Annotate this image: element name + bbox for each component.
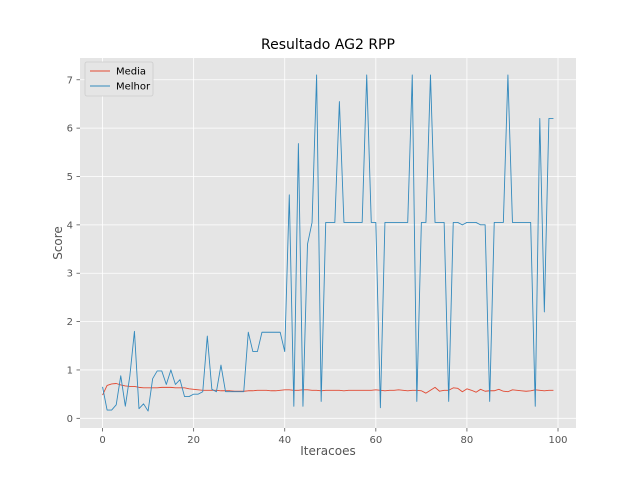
x-tick-label: 80 xyxy=(461,435,474,446)
x-tick-label: 40 xyxy=(278,435,291,446)
chart-title: Resultado AG2 RPP xyxy=(261,37,395,53)
series-line-media xyxy=(102,383,554,396)
x-tick-label: 100 xyxy=(548,435,567,446)
y-tick-label: 2 xyxy=(67,317,73,328)
y-tick-label: 0 xyxy=(67,414,73,425)
series-line-melhor xyxy=(102,74,554,412)
y-tick-label: 6 xyxy=(67,124,73,135)
y-tick-label: 1 xyxy=(67,365,73,376)
legend: Media Melhor xyxy=(84,61,154,97)
x-tick-label: 0 xyxy=(99,435,105,446)
plot-background xyxy=(80,58,576,428)
legend-label-melhor: Melhor xyxy=(116,82,151,93)
x-axis-label: Iteracoes xyxy=(300,444,356,458)
series-lines xyxy=(102,74,554,412)
x-tick-label: 60 xyxy=(369,435,382,446)
grid xyxy=(80,58,576,428)
y-tick-label: 3 xyxy=(67,269,73,280)
tick-labels: 0 20 40 60 80 100 0 1 2 3 4 5 6 7 xyxy=(67,75,568,446)
y-tick-label: 7 xyxy=(67,75,73,86)
y-tick-label: 4 xyxy=(67,220,73,231)
legend-label-media: Media xyxy=(116,67,146,78)
y-axis-label: Score xyxy=(51,226,65,260)
x-tick-label: 20 xyxy=(187,435,200,446)
y-tick-label: 5 xyxy=(67,172,73,183)
